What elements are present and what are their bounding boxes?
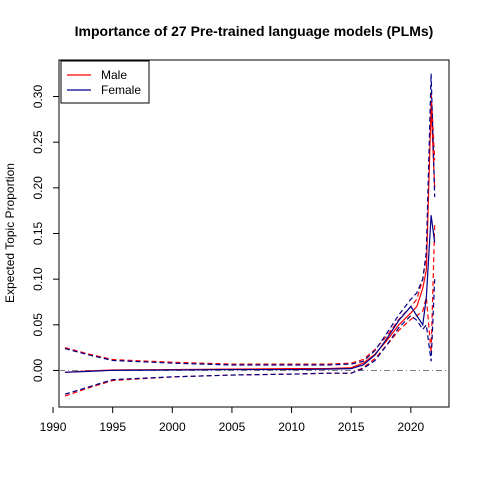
y-tick-label: 0.15: [31, 221, 45, 245]
series-female-upper-band: [64, 73, 436, 366]
plot-area: 1990 1995 2000 2005 2010 2015 2020 0.00 0.05 0.10…: [31, 59, 450, 434]
y-tick-label: 0.05: [31, 313, 45, 337]
y-axis-label: Expected Topic Proportion: [3, 163, 17, 303]
series-female-mean-line: [64, 215, 436, 373]
x-tick-label: 2010: [278, 420, 305, 434]
y-tick-label: 0.10: [31, 267, 45, 291]
chart-title: Importance of 27 Pre-trained language mo…: [75, 23, 434, 39]
legend-entry-female: Female: [101, 83, 141, 97]
x-tick-label: 2020: [397, 420, 424, 434]
legend-box: [60, 60, 150, 104]
x-tick-label: 2005: [219, 420, 246, 434]
x-tick-label: 1990: [40, 420, 67, 434]
y-tick-label: 0.00: [31, 358, 45, 382]
series-female-lower-band: [64, 279, 436, 395]
y-tick-label: 0.20: [31, 176, 45, 200]
series-male-upper-band: [64, 91, 436, 365]
series-male-mean-line: [64, 105, 436, 373]
y-tick-label: 0.30: [31, 85, 45, 109]
plot-frame: [58, 59, 450, 408]
x-tick-label: 2015: [338, 420, 365, 434]
legend-entry-male: Male: [101, 68, 127, 82]
x-tick-label: 1995: [99, 420, 126, 434]
x-tick-label: 2000: [159, 420, 186, 434]
y-tick-label: 0.25: [31, 130, 45, 154]
